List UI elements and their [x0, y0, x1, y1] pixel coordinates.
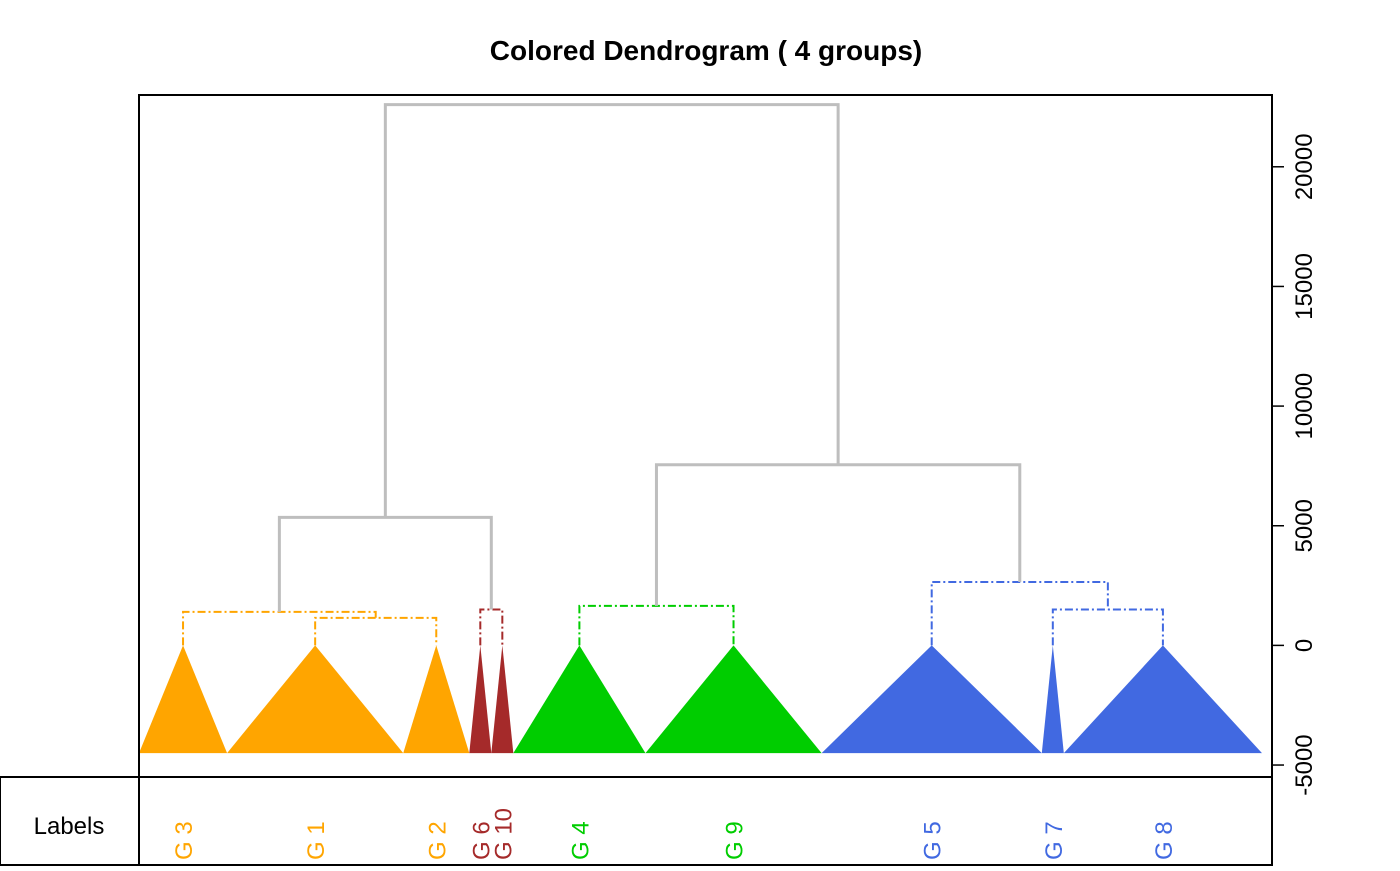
y-tick-label: -5000 [1291, 734, 1318, 795]
leaf-triangle-g7 [1041, 645, 1064, 754]
leaf-label-g2: G 2 [424, 821, 451, 860]
leaf-triangle-g6 [469, 645, 492, 754]
branch-m7 [930, 580, 1109, 646]
leaf-triangles [139, 645, 1262, 754]
y-tick-label: 20000 [1291, 133, 1318, 200]
y-tick-label: 15000 [1291, 253, 1318, 320]
leaf-triangle-g10 [491, 645, 514, 754]
branch-m6 [1051, 608, 1164, 646]
leaf-triangle-g5 [821, 645, 1042, 754]
chart-title: Colored Dendrogram ( 4 groups) [490, 35, 922, 66]
leaf-triangle-g9 [645, 645, 822, 754]
branch-m3 [479, 608, 504, 646]
leaf-triangle-g1 [227, 645, 404, 754]
leaf-label-g7: G 7 [1041, 821, 1068, 860]
y-tick-label: 0 [1291, 639, 1318, 652]
leaf-triangle-g2 [403, 645, 470, 754]
leaf-label-g9: G 9 [722, 821, 749, 860]
dendrogram-branches [182, 103, 1164, 646]
label-panel-frame [0, 776, 1273, 866]
leaf-label-g3: G 3 [171, 821, 198, 860]
leaf-label-g10: G 10 [490, 808, 517, 860]
leaf-label-g4: G 4 [567, 821, 594, 860]
branch-m5 [578, 604, 735, 646]
leaf-triangle-g8 [1063, 645, 1262, 754]
leaf-label-g6: G 6 [468, 821, 495, 860]
leaf-triangle-g3 [139, 645, 228, 754]
branch-m8 [654, 463, 1022, 606]
leaf-triangle-g4 [513, 645, 646, 754]
leaf-labels: G 3 G 1 G 2 G 6G 10 G 4 G 9 G 5 G 7 G 8 [171, 808, 1178, 860]
leaf-label-g1: G 1 [303, 821, 330, 860]
branch-m1 [314, 616, 438, 646]
branch-m9 [383, 103, 840, 518]
y-axis: -5000 0 5000 10000 15000 20000 [1271, 133, 1318, 796]
leaf-label-g8: G 8 [1151, 821, 1178, 860]
branch-m4 [277, 515, 493, 612]
label-panel-title: Labels [34, 813, 105, 840]
y-tick-label: 5000 [1291, 499, 1318, 552]
y-tick-label: 10000 [1291, 373, 1318, 440]
leaf-label-g5: G 5 [920, 821, 947, 860]
